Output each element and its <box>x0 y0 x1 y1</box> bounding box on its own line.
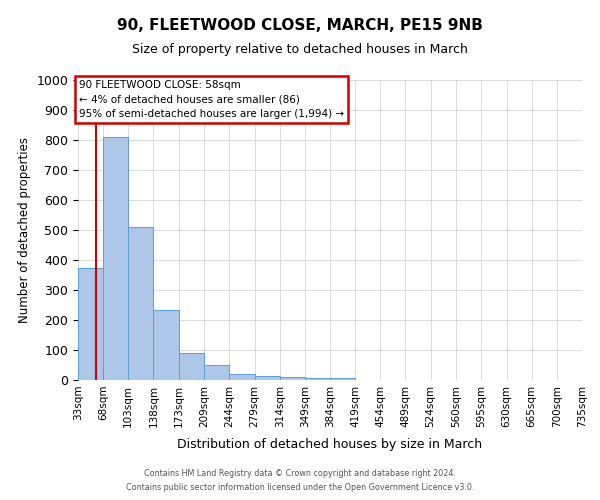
Bar <box>229 374 254 380</box>
Text: Size of property relative to detached houses in March: Size of property relative to detached ho… <box>132 42 468 56</box>
Bar <box>330 378 355 380</box>
Text: Contains public sector information licensed under the Open Government Licence v3: Contains public sector information licen… <box>126 484 474 492</box>
Text: Contains HM Land Registry data © Crown copyright and database right 2024.: Contains HM Land Registry data © Crown c… <box>144 468 456 477</box>
Text: 90 FLEETWOOD CLOSE: 58sqm
← 4% of detached houses are smaller (86)
95% of semi-d: 90 FLEETWOOD CLOSE: 58sqm ← 4% of detach… <box>79 80 344 120</box>
Y-axis label: Number of detached properties: Number of detached properties <box>18 137 31 323</box>
Bar <box>179 353 203 380</box>
Text: 90, FLEETWOOD CLOSE, MARCH, PE15 9NB: 90, FLEETWOOD CLOSE, MARCH, PE15 9NB <box>117 18 483 32</box>
Bar <box>205 365 229 380</box>
Bar <box>128 227 154 380</box>
Bar <box>154 310 179 380</box>
X-axis label: Distribution of detached houses by size in March: Distribution of detached houses by size … <box>178 438 482 451</box>
Bar <box>254 376 280 380</box>
Bar <box>103 137 128 380</box>
Bar <box>305 378 330 380</box>
Bar <box>78 268 103 380</box>
Bar <box>280 377 305 380</box>
